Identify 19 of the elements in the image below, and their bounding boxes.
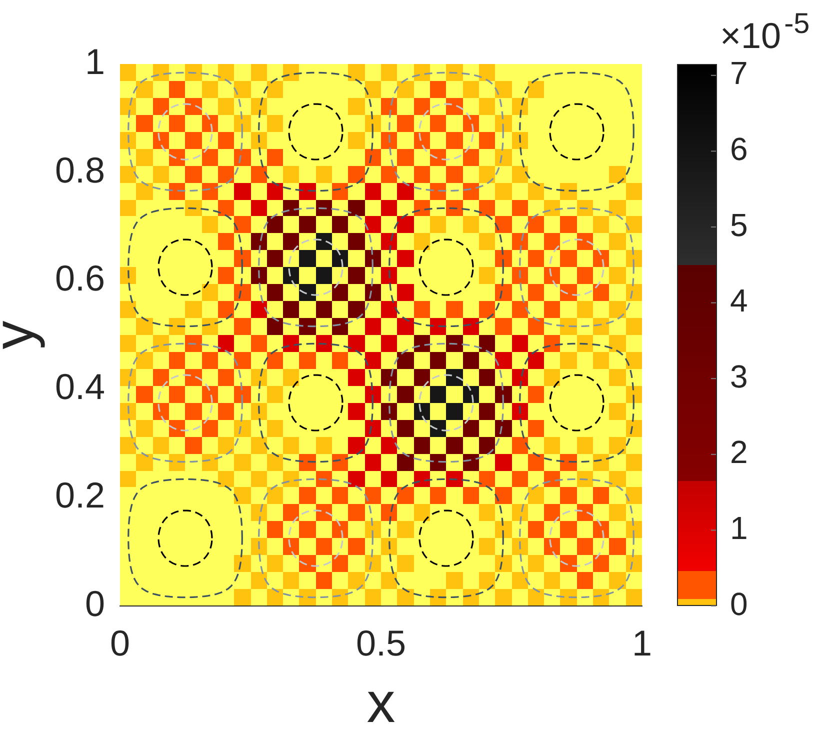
y-tick-label: 0.4 bbox=[54, 366, 105, 408]
x-tick-label: 0 bbox=[110, 622, 130, 664]
y-tick-label: 0.8 bbox=[54, 149, 105, 190]
y-axis-title: y bbox=[0, 320, 46, 350]
y-tick-label: 1 bbox=[84, 40, 105, 82]
x-axis-title: x bbox=[366, 671, 396, 730]
color-bar-label: 6 bbox=[730, 131, 748, 168]
x-tick-label: 0.5 bbox=[356, 622, 406, 664]
color-bar-label: 5 bbox=[730, 206, 748, 243]
color-bar-label: 2 bbox=[730, 434, 748, 470]
color-bar-label: 4 bbox=[730, 282, 748, 319]
y-tick-label: 0.6 bbox=[54, 258, 105, 299]
x-tick-label: 1 bbox=[632, 622, 652, 664]
y-tick-label: 0.2 bbox=[54, 474, 105, 516]
y-tick-label: 0 bbox=[84, 582, 105, 624]
color-bar-label: 7 bbox=[730, 55, 748, 92]
color-bar-label: 3 bbox=[730, 358, 748, 394]
color-bar-label: 0 bbox=[730, 586, 748, 622]
color-bar-label: 1 bbox=[730, 510, 748, 546]
